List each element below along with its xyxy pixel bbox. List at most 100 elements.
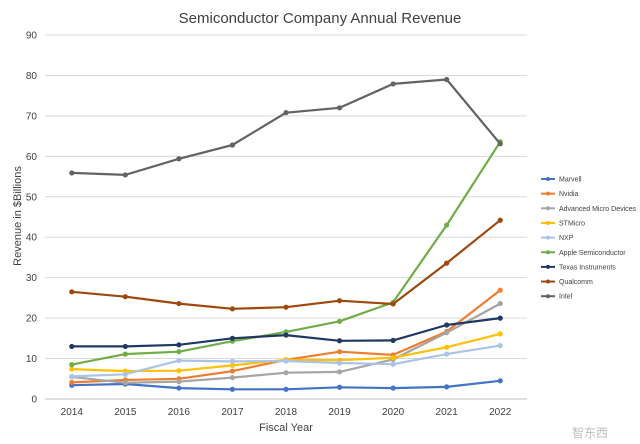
data-point-qualcomm	[69, 289, 75, 295]
data-point-nvidia	[497, 287, 503, 293]
data-point-marvell	[229, 386, 236, 392]
y-tick-label: 50	[26, 192, 38, 203]
data-point-marvell	[497, 378, 503, 384]
data-point-stmicro	[444, 344, 450, 350]
y-tick-label: 10	[26, 354, 38, 365]
x-tick-label: 2018	[275, 407, 298, 418]
data-point-qualcomm	[444, 260, 450, 266]
data-point-texas-instruments	[444, 322, 450, 328]
x-tick-label: 2019	[328, 407, 351, 418]
legend-item-stmicro: STMicro	[541, 220, 585, 227]
data-point-nxp	[390, 361, 396, 367]
data-point-advanced-micro-devices	[176, 379, 182, 385]
y-axis-title: Revenue in $Billions	[12, 166, 24, 266]
data-point-intel	[69, 170, 75, 176]
data-point-nvidia	[229, 368, 236, 374]
legend-swatch-marker	[546, 206, 550, 211]
data-point-stmicro	[69, 366, 75, 372]
x-tick-label: 2014	[61, 407, 84, 418]
data-point-stmicro	[229, 362, 236, 369]
series-qualcomm	[69, 217, 503, 312]
x-tick-label: 2021	[436, 407, 459, 418]
data-point-nxp	[176, 357, 182, 364]
data-point-nvidia	[336, 349, 343, 355]
legend-label: Apple Semiconductor	[559, 250, 626, 257]
legend-swatch-marker	[546, 235, 550, 240]
data-point-intel	[283, 110, 289, 116]
data-point-qualcomm	[497, 217, 503, 223]
x-axis-title: Fiscal Year	[259, 422, 313, 434]
data-point-advanced-micro-devices	[229, 374, 236, 381]
series-line-intel	[71, 78, 502, 176]
data-point-nxp	[69, 373, 75, 379]
legend-swatch-marker	[546, 191, 550, 196]
legend-item-texas-instruments: Texas Instruments	[541, 264, 616, 271]
legend-swatch-marker	[546, 177, 550, 181]
y-tick-label: 40	[26, 233, 38, 244]
data-point-marvell	[283, 386, 289, 392]
y-tick-label: 70	[26, 111, 38, 122]
y-axis-ticks: 0 10 20 30 40 50 60 70 80 90	[26, 31, 38, 406]
data-point-marvell	[390, 385, 396, 391]
data-point-nxp	[497, 343, 503, 349]
legend-item-marvell: Marvell	[541, 177, 582, 184]
legend-item-apple-semiconductor: Apple Semiconductor	[541, 250, 626, 257]
x-tick-label: 2016	[168, 407, 191, 418]
x-tick-label: 2017	[221, 407, 244, 418]
data-point-apple-semiconductor	[336, 318, 343, 324]
legend-swatch-marker	[546, 220, 550, 225]
legend-label: Nvidia	[559, 191, 579, 198]
legend-item-qualcomm: Qualcomm	[541, 279, 593, 286]
y-tick-label: 80	[26, 71, 38, 82]
y-tick-label: 0	[31, 395, 37, 406]
data-point-texas-instruments	[229, 335, 236, 341]
data-point-intel	[122, 172, 128, 178]
x-tick-label: 2020	[382, 407, 405, 418]
legend-label: Texas Instruments	[559, 264, 616, 271]
data-point-intel	[176, 156, 182, 162]
gridlines	[45, 34, 527, 400]
data-point-qualcomm	[336, 298, 343, 304]
legend-label: NXP	[559, 235, 574, 242]
legend-label: Marvell	[559, 177, 582, 184]
data-point-texas-instruments	[69, 343, 75, 350]
series-lines	[69, 76, 503, 392]
data-point-nxp	[283, 358, 289, 364]
data-point-texas-instruments	[336, 338, 343, 344]
series-line-stmicro	[71, 332, 501, 373]
y-tick-label: 60	[26, 152, 38, 163]
data-point-advanced-micro-devices	[444, 330, 450, 336]
data-point-intel	[336, 105, 343, 111]
legend-item-intel: Intel	[541, 294, 573, 301]
legend-swatch-marker	[546, 250, 550, 255]
data-point-texas-instruments	[176, 342, 182, 348]
data-point-marvell	[336, 384, 343, 390]
x-tick-label: 2015	[114, 407, 137, 418]
data-point-qualcomm	[390, 301, 396, 307]
x-tick-label: 2022	[489, 407, 512, 418]
data-point-nxp	[229, 358, 236, 364]
data-point-advanced-micro-devices	[122, 380, 128, 386]
data-point-stmicro	[497, 331, 503, 337]
data-point-nxp	[444, 351, 450, 357]
legend-label: Intel	[559, 294, 573, 301]
x-axis-ticks: 2014 2015 2016 2017 2018 2019 2020 2021 2022	[61, 407, 512, 418]
legend-label: Qualcomm	[559, 279, 593, 286]
data-point-apple-semiconductor	[69, 362, 75, 368]
legend-item-advanced-micro-devices: Advanced Micro Devices	[541, 206, 637, 213]
y-tick-label: 20	[26, 314, 38, 325]
data-point-qualcomm	[122, 294, 128, 300]
series-intel	[69, 76, 503, 178]
legend-label: STMicro	[559, 220, 585, 227]
data-point-apple-semiconductor	[444, 222, 450, 228]
legend-swatch-marker	[546, 264, 550, 269]
data-point-marvell	[444, 384, 450, 390]
legend: Marvell Nvidia Advanced Micro Devices STMic…	[541, 177, 637, 301]
data-point-qualcomm	[229, 306, 236, 312]
data-point-intel	[497, 141, 503, 147]
watermark: 智东西	[572, 425, 608, 440]
data-point-texas-instruments	[283, 332, 289, 338]
series-texas-instruments	[69, 315, 503, 350]
y-tick-label: 90	[26, 31, 38, 42]
